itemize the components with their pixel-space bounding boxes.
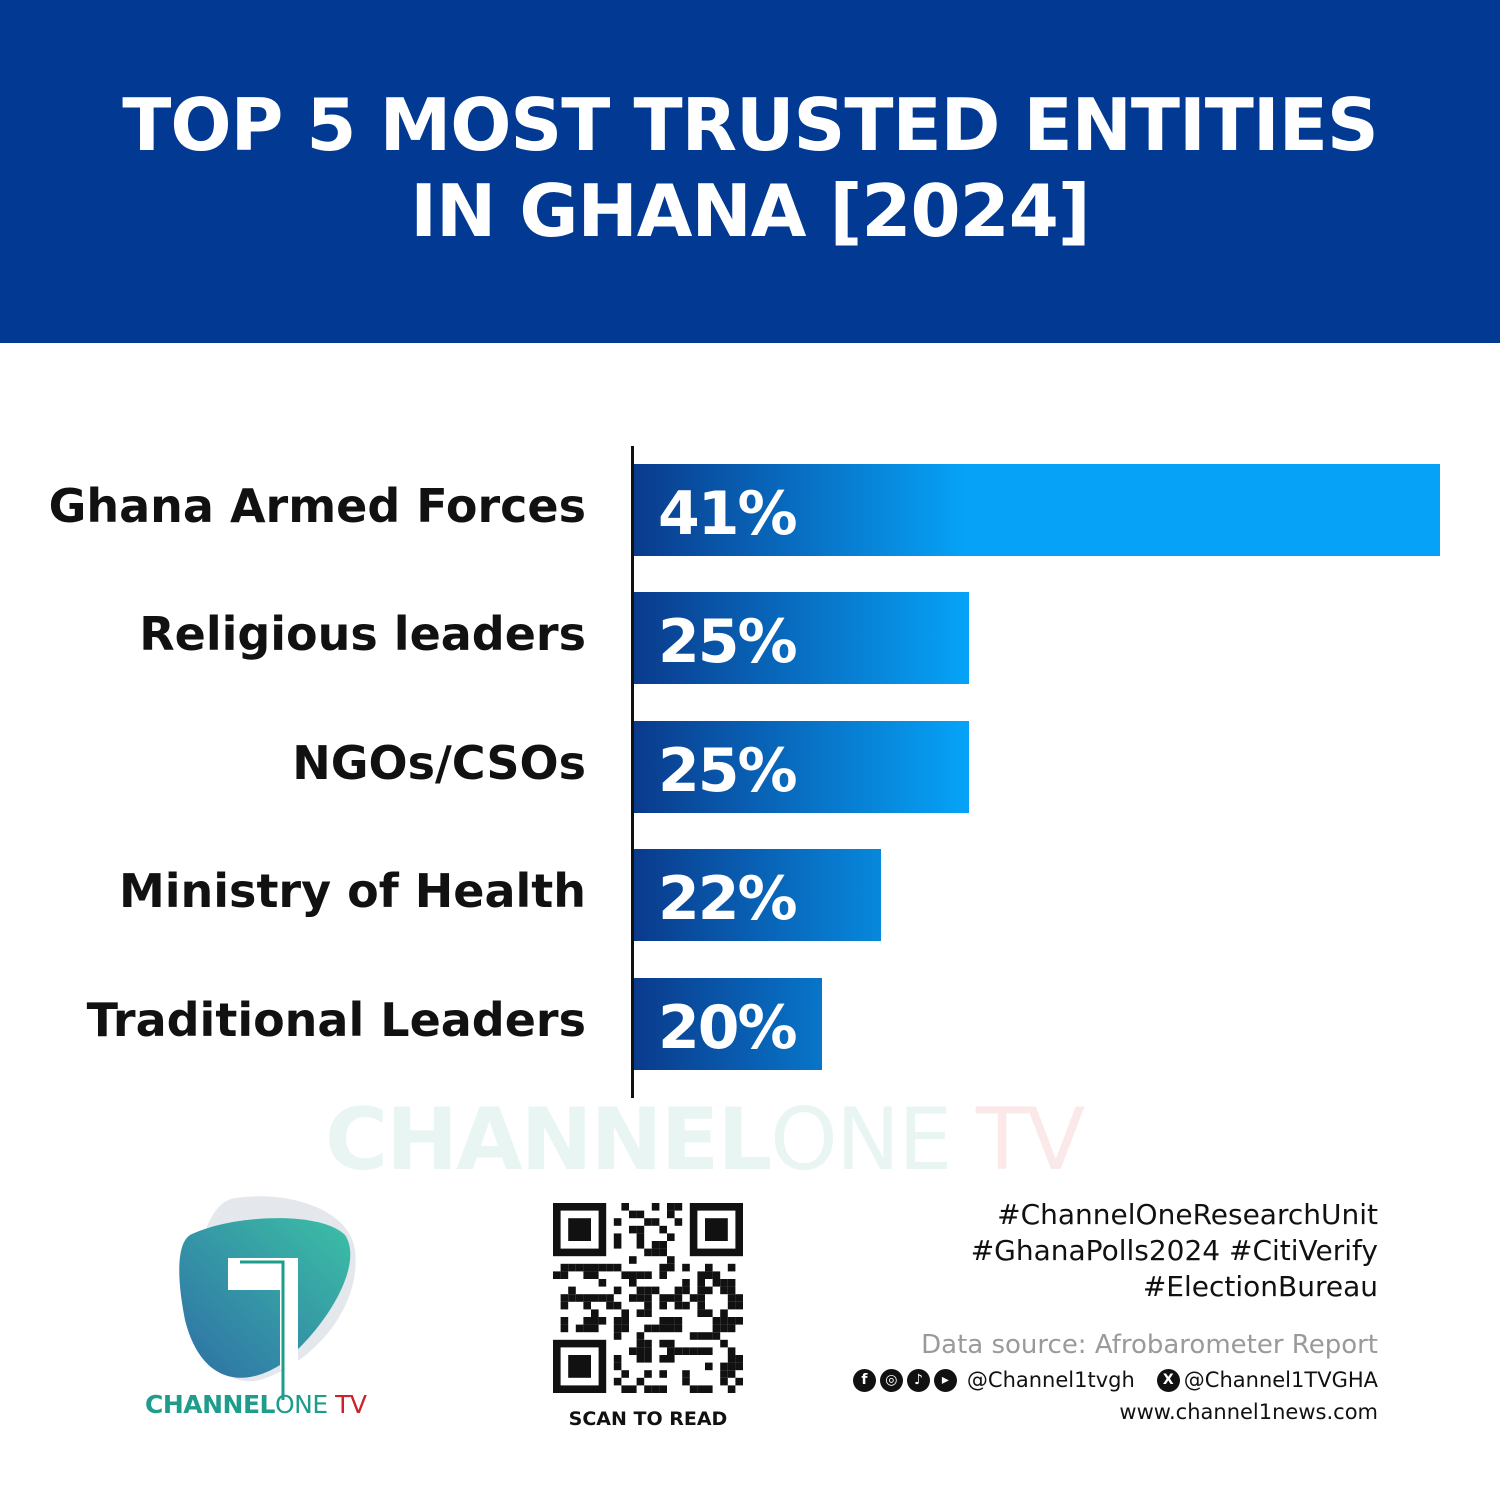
bar: 25% xyxy=(634,721,969,813)
x-handle[interactable]: @Channel1TVGHA xyxy=(1183,1368,1378,1392)
value-label: 25% xyxy=(658,607,798,677)
data-source: Data source: Afrobarometer Report xyxy=(921,1330,1378,1360)
title-line-1: TOP 5 MOST TRUSTED ENTITIES xyxy=(122,82,1378,167)
category-label: Ministry of Health xyxy=(119,864,586,918)
tiktok-icon[interactable]: ♪ xyxy=(906,1368,930,1392)
watermark: CHANNELONE TV xyxy=(325,1090,1085,1190)
social-handles: f ◎ ♪ ▸ @Channel1tvgh X @Channel1TVGHA xyxy=(852,1368,1378,1392)
value-label: 25% xyxy=(658,736,798,806)
hashtags: #ChannelOneResearchUnit #GhanaPolls2024 … xyxy=(971,1197,1378,1305)
category-label: Traditional Leaders xyxy=(86,993,586,1047)
value-label: 20% xyxy=(658,993,798,1063)
value-label: 22% xyxy=(658,864,798,934)
category-label: Ghana Armed Forces xyxy=(48,479,586,533)
bar: 25% xyxy=(634,592,969,684)
bar: 20% xyxy=(634,978,822,1070)
facebook-icon[interactable]: f xyxy=(852,1368,876,1392)
qr-caption: SCAN TO READ xyxy=(568,1408,728,1430)
qr-code[interactable] xyxy=(553,1203,743,1393)
hashtag-line: #GhanaPolls2024 #CitiVerify xyxy=(970,1234,1378,1267)
page-title: TOP 5 MOST TRUSTED ENTITIES IN GHANA [20… xyxy=(122,82,1378,254)
category-label: Religious leaders xyxy=(139,607,586,661)
bar: 41% xyxy=(634,464,1440,556)
website-link[interactable]: www.channel1news.com xyxy=(1119,1400,1378,1424)
logo-wordmark: CHANNELONE TV xyxy=(145,1390,367,1419)
bar: 22% xyxy=(634,849,881,941)
hashtag-line: #ChannelOneResearchUnit xyxy=(997,1198,1378,1231)
instagram-icon[interactable]: ◎ xyxy=(879,1368,903,1392)
channel-one-logo xyxy=(179,1196,356,1400)
title-line-2: IN GHANA [2024] xyxy=(410,168,1090,253)
header-banner: TOP 5 MOST TRUSTED ENTITIES IN GHANA [20… xyxy=(0,0,1500,343)
category-label: NGOs/CSOs xyxy=(292,736,586,790)
social-handle[interactable]: @Channel1tvgh xyxy=(966,1368,1135,1392)
x-icon[interactable]: X xyxy=(1156,1368,1180,1392)
value-label: 41% xyxy=(658,479,798,549)
hashtag-line: #ElectionBureau xyxy=(1142,1270,1378,1303)
youtube-icon[interactable]: ▸ xyxy=(933,1368,957,1392)
y-axis-line xyxy=(631,446,634,1098)
